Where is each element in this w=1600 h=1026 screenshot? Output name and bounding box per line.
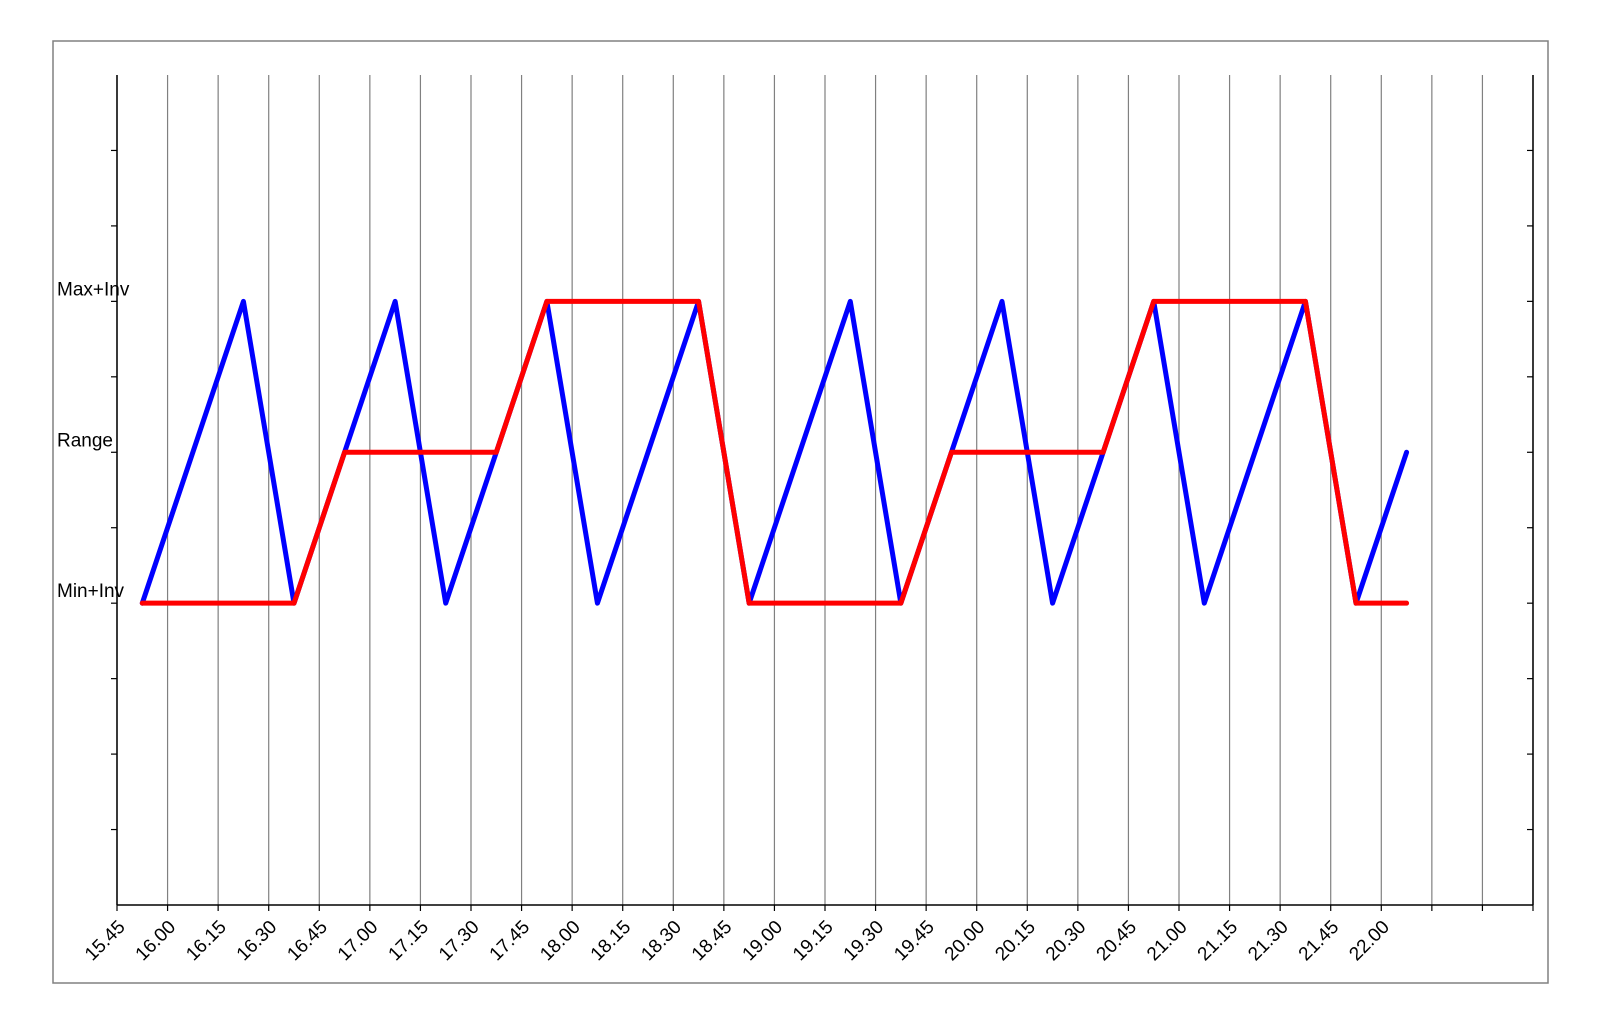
x-tick-label: 16.45 [283,917,331,965]
x-tick-label: 20.30 [1042,917,1090,965]
x-tick-label: 15.45 [81,917,129,965]
x-tick-label: 16.15 [182,917,230,965]
x-tick-label: 20.00 [941,917,989,965]
x-tick-label: 19.30 [840,917,888,965]
x-tick-label: 17.30 [435,917,483,965]
y-tick-label: Min+Inv [57,581,125,602]
y-tick-label: Range [57,430,113,451]
grid [116,75,1534,905]
x-tick-label: 20.45 [1093,917,1141,965]
x-tick-label: 18.45 [688,917,736,965]
x-tick-label: 19.45 [890,917,938,965]
x-tick-label: 18.30 [637,917,685,965]
x-tick-label: 19.15 [789,917,837,965]
x-tick-label: 20.15 [991,917,1039,965]
x-tick-label: 17.00 [334,917,382,965]
x-tick-label: 21.45 [1295,917,1343,965]
series-line-blue [139,298,1410,606]
series-group [139,298,1410,606]
x-tick-label: 21.15 [1194,917,1242,965]
series-line-red [139,298,1410,606]
x-tick-label: 16.00 [132,917,180,965]
chart-frame [52,40,1549,984]
y-tick-label: Max+Inv [57,279,130,300]
x-tick-label: 21.30 [1244,917,1292,965]
axes [111,75,1534,911]
x-tick-label: 17.45 [486,917,534,965]
x-tick-label: 22.00 [1345,917,1393,965]
x-tick-label: 17.15 [385,917,433,965]
x-tick-label: 18.15 [587,917,635,965]
x-tick-label: 19.00 [739,917,787,965]
x-tick-label: 21.00 [1143,917,1191,965]
x-tick-label: 18.00 [536,917,584,965]
x-tick-label: 16.30 [233,917,281,965]
